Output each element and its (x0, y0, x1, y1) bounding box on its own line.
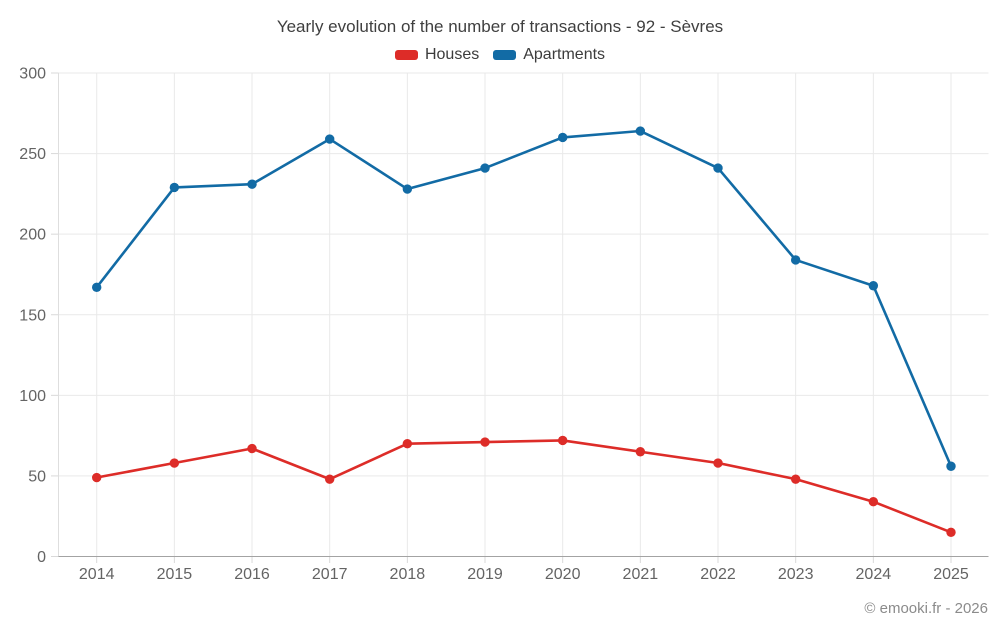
point-houses-2015[interactable] (169, 458, 180, 468)
xtick-label-2020: 2020 (545, 566, 581, 583)
point-apartments-2018[interactable] (402, 184, 413, 194)
point-houses-2019[interactable] (480, 437, 490, 447)
xtick-label-2018: 2018 (390, 566, 426, 583)
point-houses-2024[interactable] (868, 497, 879, 507)
point-apartments-2014[interactable] (92, 282, 102, 293)
xtick-label-2025: 2025 (933, 566, 969, 583)
point-houses-2018[interactable] (402, 438, 413, 449)
legend-item-houses[interactable]: Houses (394, 46, 480, 64)
ytick-label-300: 300 (19, 66, 46, 83)
point-apartments-2025[interactable] (946, 461, 956, 471)
point-houses-2014[interactable] (92, 472, 102, 483)
chart-legend: Houses Apartments (0, 46, 1000, 64)
ytick-label-250: 250 (19, 146, 46, 163)
series-line-apartments (95, 129, 953, 468)
xtick-label-2015: 2015 (157, 566, 193, 583)
point-houses-2022[interactable] (713, 458, 723, 468)
point-houses-2020[interactable] (557, 435, 568, 446)
point-apartments-2024[interactable] (868, 281, 879, 291)
legend-label-apartments: Apartments (523, 46, 606, 63)
chart-title: Yearly evolution of the number of transa… (276, 17, 724, 36)
xtick-label-2017: 2017 (312, 566, 348, 583)
point-apartments-2023[interactable] (790, 255, 801, 265)
copyright-footer: © emooki.fr - 2026 (864, 600, 988, 617)
point-houses-2025[interactable] (946, 527, 956, 538)
point-apartments-2021[interactable] (635, 126, 646, 136)
ytick-label-0: 0 (37, 549, 46, 566)
ytick-label-100: 100 (19, 388, 46, 405)
xtick-label-2024: 2024 (856, 566, 892, 583)
point-houses-2021[interactable] (635, 447, 646, 457)
ytick-label-50: 50 (28, 468, 46, 485)
legend-label-houses: Houses (424, 46, 480, 63)
point-apartments-2020[interactable] (557, 132, 568, 143)
point-apartments-2022[interactable] (713, 163, 723, 173)
point-apartments-2015[interactable] (169, 182, 180, 193)
point-apartments-2017[interactable] (324, 134, 335, 144)
series-line-houses (95, 439, 953, 534)
xtick-label-2014: 2014 (79, 566, 115, 583)
xtick-label-2021: 2021 (623, 566, 659, 583)
xtick-label-2019: 2019 (467, 566, 503, 583)
ytick-label-200: 200 (19, 227, 46, 244)
point-houses-2016[interactable] (247, 443, 257, 454)
point-houses-2023[interactable] (790, 474, 801, 484)
point-apartments-2019[interactable] (480, 163, 490, 173)
ytick-label-150: 150 (19, 307, 46, 324)
xtick-label-2023: 2023 (778, 566, 814, 583)
point-apartments-2016[interactable] (247, 179, 257, 189)
legend-swatch-houses (394, 50, 418, 60)
legend-item-apartments[interactable]: Apartments (493, 46, 605, 64)
xtick-label-2022: 2022 (700, 566, 736, 583)
point-houses-2017[interactable] (324, 474, 335, 484)
xtick-label-2016: 2016 (234, 566, 270, 583)
legend-swatch-apartments (493, 50, 517, 60)
